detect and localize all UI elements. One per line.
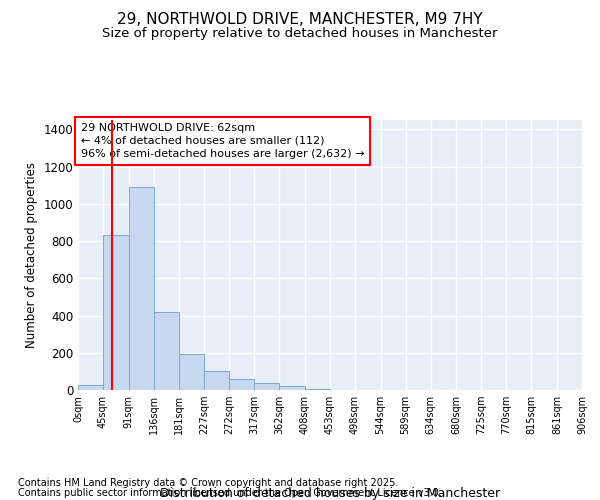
Text: Contains public sector information licensed under the Open Government Licence v3: Contains public sector information licen… [18,488,442,498]
Text: Size of property relative to detached houses in Manchester: Size of property relative to detached ho… [102,28,498,40]
Bar [128,187,154,390]
Text: Contains HM Land Registry data © Crown copyright and database right 2025.: Contains HM Land Registry data © Crown c… [18,478,398,488]
Bar [254,384,280,390]
Bar [179,354,204,390]
Text: 29, NORTHWOLD DRIVE, MANCHESTER, M9 7HY: 29, NORTHWOLD DRIVE, MANCHESTER, M9 7HY [117,12,483,28]
Bar [154,312,179,390]
Bar [78,386,103,390]
Bar [204,372,229,390]
Bar [103,236,128,390]
Y-axis label: Number of detached properties: Number of detached properties [25,162,38,348]
Bar [305,389,330,390]
Bar [229,379,254,390]
X-axis label: Distribution of detached houses by size in Manchester: Distribution of detached houses by size … [160,487,500,500]
Text: 29 NORTHWOLD DRIVE: 62sqm
← 4% of detached houses are smaller (112)
96% of semi-: 29 NORTHWOLD DRIVE: 62sqm ← 4% of detach… [80,122,364,159]
Bar [280,386,305,390]
